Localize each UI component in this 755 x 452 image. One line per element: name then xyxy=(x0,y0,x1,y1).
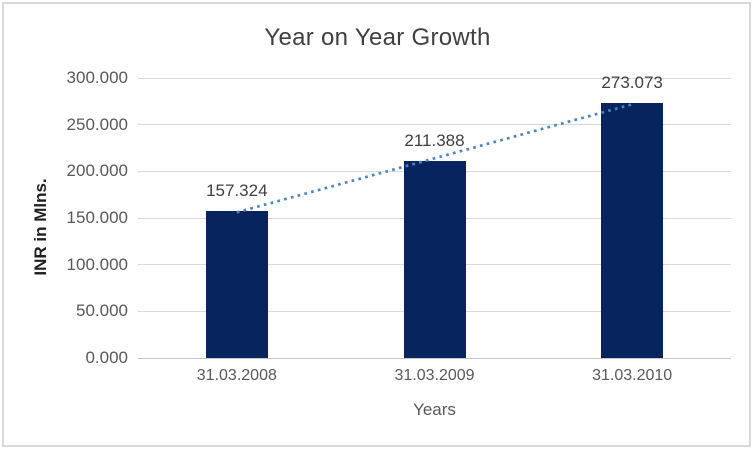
y-axis-tick-label: 200.000 xyxy=(66,161,128,181)
x-axis-tick-label: 31.03.2008 xyxy=(196,367,277,384)
bar-31.03.2008[interactable] xyxy=(205,211,268,358)
plot-area xyxy=(138,77,731,359)
bar-data-label: 211.388 xyxy=(404,130,465,150)
y-axis-tick-label: 300.000 xyxy=(66,68,128,87)
gridline xyxy=(138,77,731,79)
y-axis-tick-label: 150.000 xyxy=(66,208,128,227)
x-axis-tick-label: 31.03.2009 xyxy=(394,367,475,384)
x-axis-tick-label: 31.03.2010 xyxy=(592,367,673,384)
y-axis-tick-label: 50.000 xyxy=(76,301,128,321)
x-axis-title: Years xyxy=(413,400,456,419)
chart-title: Year on Year Growth xyxy=(264,24,491,51)
bar-data-label: 157.324 xyxy=(206,181,268,201)
y-axis-tick-label: 100.000 xyxy=(66,254,128,274)
bar-data-label: 273.073 xyxy=(601,73,663,93)
x-axis-line xyxy=(138,357,731,359)
bar-31.03.2009[interactable] xyxy=(403,160,466,358)
y-axis-tick-label: 0.000 xyxy=(85,348,128,367)
bar-31.03.2010[interactable] xyxy=(601,103,664,358)
y-axis-tick-label: 250.000 xyxy=(66,114,128,134)
